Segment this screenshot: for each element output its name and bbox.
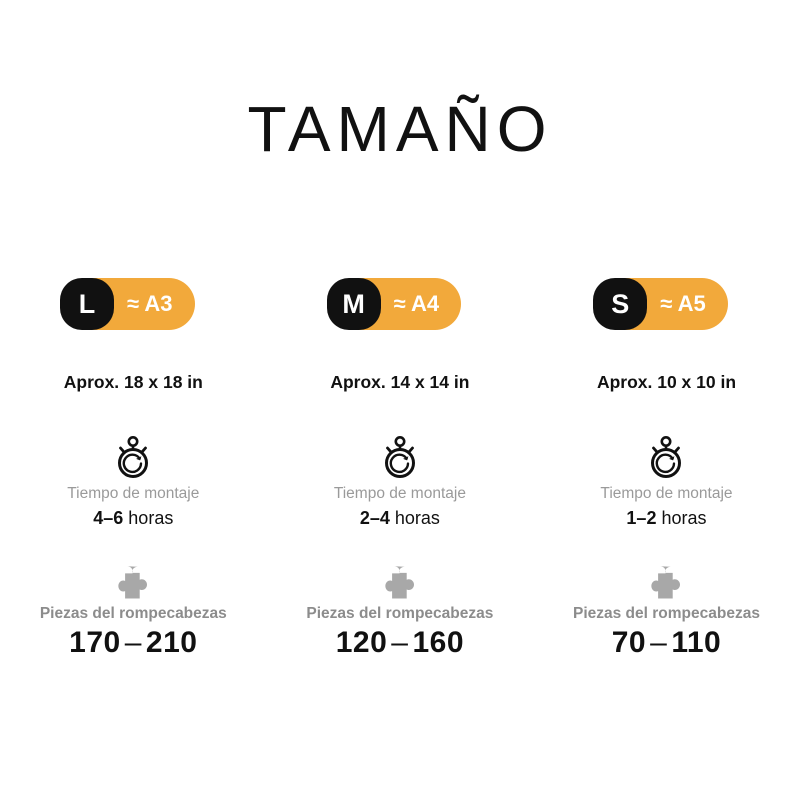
assembly-time-caption-l: Tiempo de montaje bbox=[67, 485, 200, 502]
assembly-time-block-m: Tiempo de montaje 2–4 horas bbox=[334, 435, 466, 529]
pieces-dash-m: – bbox=[391, 626, 409, 659]
puzzle-pieces-block-s: Piezas del rompecabezas 70–110 bbox=[573, 563, 760, 660]
size-badge-m: M ≈ A4 bbox=[326, 278, 462, 330]
size-letter-m: M bbox=[326, 278, 381, 330]
dimensions-l: Aprox. 18 x 18 in bbox=[63, 372, 203, 392]
dimensions-m: Aprox. 14 x 14 in bbox=[330, 372, 470, 392]
puzzle-pieces-caption-m: Piezas del rompecabezas bbox=[306, 605, 494, 622]
puzzle-pieces-caption-s: Piezas del rompecabezas bbox=[573, 605, 760, 622]
assembly-time-caption-s: Tiempo de montaje bbox=[600, 485, 733, 502]
assembly-time-range-m: 2–4 bbox=[359, 508, 390, 528]
size-comparison-columns: L ≈ A3 Aprox. 18 x 18 in Tiempo de monta… bbox=[0, 278, 800, 660]
size-badge-s: S ≈ A5 bbox=[593, 278, 728, 330]
assembly-time-unit-s: horas bbox=[661, 508, 707, 528]
dimensions-s: Aprox. 10 x 10 in bbox=[596, 372, 737, 392]
puzzle-piece-icon bbox=[646, 563, 686, 603]
assembly-time-range-l: 4–6 bbox=[93, 508, 124, 528]
stopwatch-icon bbox=[645, 435, 687, 481]
assembly-time-caption-m: Tiempo de montaje bbox=[333, 485, 466, 502]
size-letter-l: L bbox=[60, 278, 115, 330]
pieces-max-l: 210 bbox=[145, 626, 198, 659]
size-column-m: M ≈ A4 Aprox. 14 x 14 in Tiempo de monta… bbox=[267, 278, 534, 660]
paper-size-s: ≈ A5 bbox=[660, 291, 706, 316]
assembly-time-value-s: 1–2 horas bbox=[626, 508, 706, 529]
puzzle-pieces-block-l: Piezas del rompecabezas 170–210 bbox=[40, 563, 227, 660]
size-column-l: L ≈ A3 Aprox. 18 x 18 in Tiempo de monta… bbox=[0, 278, 267, 660]
pieces-min-l: 170 bbox=[69, 626, 121, 659]
pieces-min-s: 70 bbox=[611, 626, 647, 659]
assembly-time-unit-l: horas bbox=[128, 508, 174, 528]
puzzle-pieces-block-m: Piezas del rompecabezas 120–160 bbox=[306, 563, 493, 660]
paper-size-l: ≈ A3 bbox=[127, 291, 173, 316]
assembly-time-value-m: 2–4 horas bbox=[360, 508, 440, 529]
size-badge-l: L ≈ A3 bbox=[60, 278, 195, 330]
pieces-dash-s: – bbox=[650, 626, 668, 659]
size-column-s: S ≈ A5 Aprox. 10 x 10 in Tiempo de monta… bbox=[533, 278, 800, 660]
puzzle-pieces-value-m: 120–160 bbox=[336, 626, 464, 660]
assembly-time-block-s: Tiempo de montaje 1–2 horas bbox=[600, 435, 733, 529]
pieces-min-m: 120 bbox=[335, 626, 388, 659]
paper-size-m: ≈ A4 bbox=[393, 291, 440, 316]
page-title: TAMAÑO bbox=[247, 93, 553, 165]
puzzle-piece-icon bbox=[380, 563, 420, 603]
assembly-time-block-l: Tiempo de montaje 4–6 horas bbox=[67, 435, 199, 529]
assembly-time-unit-m: horas bbox=[394, 508, 440, 528]
assembly-time-range-s: 1–2 bbox=[626, 508, 657, 528]
puzzle-pieces-caption-l: Piezas del rompecabezas bbox=[39, 605, 227, 622]
puzzle-pieces-value-s: 70–110 bbox=[612, 626, 721, 660]
stopwatch-icon bbox=[379, 435, 421, 481]
size-letter-s: S bbox=[593, 278, 648, 330]
stopwatch-icon bbox=[112, 435, 154, 481]
pieces-max-s: 110 bbox=[671, 626, 722, 659]
pieces-max-m: 160 bbox=[412, 626, 465, 659]
puzzle-piece-icon bbox=[113, 563, 153, 603]
puzzle-pieces-value-l: 170–210 bbox=[69, 626, 197, 660]
pieces-dash-l: – bbox=[124, 626, 142, 659]
assembly-time-value-l: 4–6 horas bbox=[93, 508, 173, 529]
